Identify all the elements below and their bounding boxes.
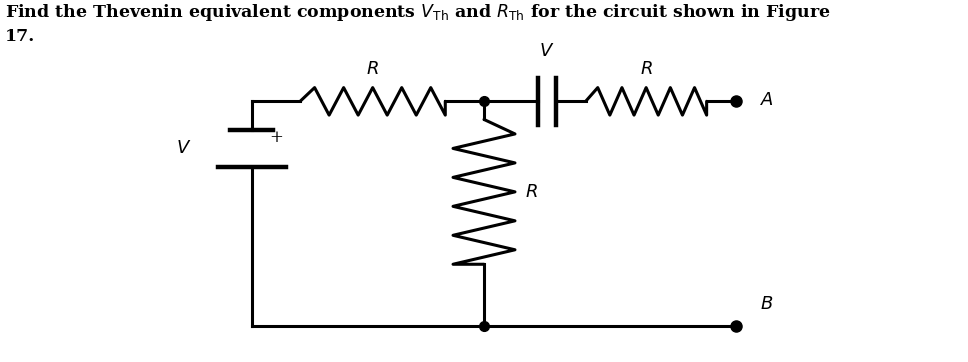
Text: +: + (269, 129, 283, 146)
Text: $V$: $V$ (539, 42, 555, 60)
Text: $B$: $B$ (760, 295, 773, 313)
Text: $R$: $R$ (640, 60, 652, 78)
Text: $R$: $R$ (366, 60, 379, 78)
Text: $R$: $R$ (525, 183, 537, 201)
Text: Find the Thevenin equivalent components $V_{\mathrm{Th}}$ and $R_{\mathrm{Th}}$ : Find the Thevenin equivalent components … (5, 2, 831, 45)
Text: $V$: $V$ (176, 139, 192, 157)
Text: $A$: $A$ (760, 90, 773, 109)
